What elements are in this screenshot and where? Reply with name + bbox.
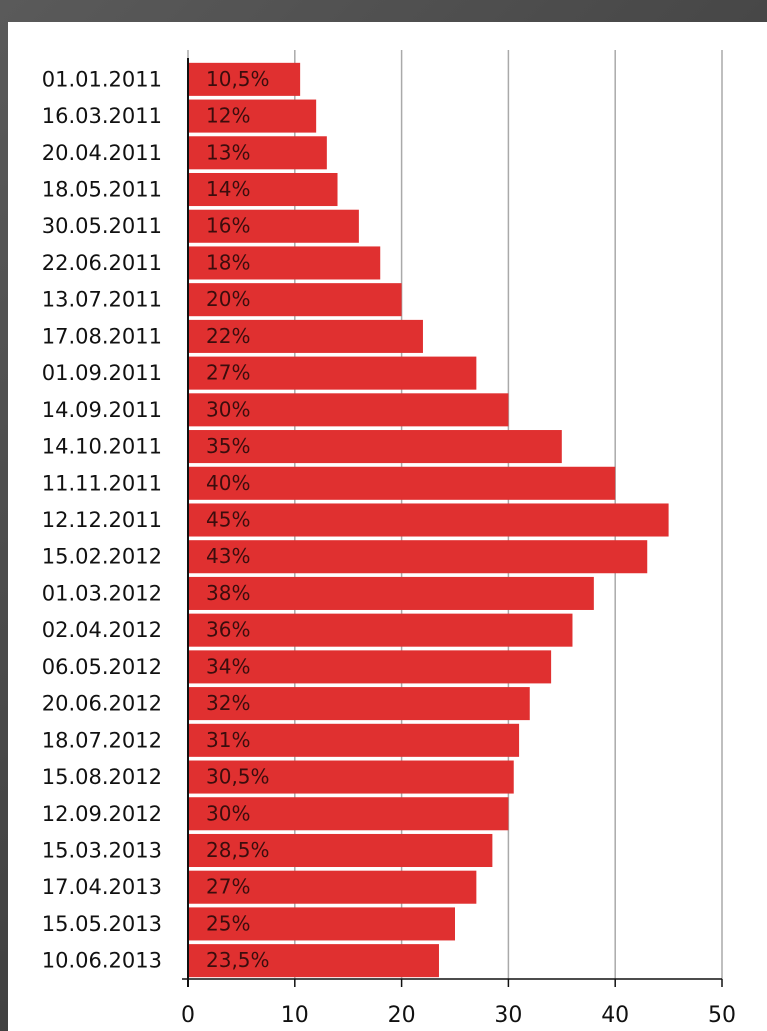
bar xyxy=(188,62,301,96)
y-tick-label: 06.05.2012 xyxy=(42,655,162,679)
x-tick-label: 20 xyxy=(388,1003,416,1028)
bar xyxy=(188,540,648,574)
y-tick-label: 16.03.2011 xyxy=(42,104,162,128)
value-label: 30% xyxy=(206,397,250,421)
value-label: 30,5% xyxy=(206,765,270,789)
value-label: 35% xyxy=(206,434,250,458)
value-label: 40% xyxy=(206,471,250,495)
value-label: 45% xyxy=(206,508,250,532)
y-tick-label: 15.03.2013 xyxy=(42,838,162,862)
value-label: 36% xyxy=(206,618,250,642)
value-label: 32% xyxy=(206,691,250,715)
value-label: 13% xyxy=(206,140,250,164)
bar xyxy=(188,797,509,831)
value-label: 28,5% xyxy=(206,838,270,862)
bar xyxy=(188,430,562,464)
x-tick-label: 50 xyxy=(708,1003,736,1028)
y-tick-label: 13.07.2011 xyxy=(42,288,162,312)
value-label: 27% xyxy=(206,361,250,385)
y-tick-label: 01.03.2012 xyxy=(42,581,162,605)
x-tick-label: 0 xyxy=(181,1003,195,1028)
bar xyxy=(188,944,439,978)
x-tick-label: 30 xyxy=(494,1003,522,1028)
y-tick-label: 15.02.2012 xyxy=(42,545,162,569)
value-label: 10,5% xyxy=(206,67,270,91)
bar xyxy=(188,687,530,721)
bar xyxy=(188,172,338,207)
value-label: 25% xyxy=(206,911,250,935)
bar xyxy=(188,503,669,537)
bar xyxy=(188,246,381,280)
y-tick-label: 02.04.2012 xyxy=(42,618,162,642)
y-tick-label: 14.09.2011 xyxy=(42,398,162,422)
y-tick-label: 15.08.2012 xyxy=(42,765,162,789)
bar xyxy=(188,576,594,610)
y-tick-label: 12.12.2011 xyxy=(42,508,162,532)
bar xyxy=(188,723,520,757)
y-tick-label: 17.08.2011 xyxy=(42,324,162,348)
y-tick-label: 11.11.2011 xyxy=(42,471,162,495)
bar xyxy=(188,650,552,684)
x-tick-label: 40 xyxy=(601,1003,629,1028)
bar xyxy=(188,833,493,868)
value-label: 27% xyxy=(206,875,250,899)
value-label: 38% xyxy=(206,581,250,605)
value-label: 18% xyxy=(206,250,250,274)
value-label: 16% xyxy=(206,214,250,238)
bar xyxy=(188,393,509,427)
bar xyxy=(188,136,327,170)
value-label: 34% xyxy=(206,654,250,678)
bar xyxy=(188,319,423,353)
y-tick-label: 20.04.2011 xyxy=(42,141,162,165)
bar xyxy=(188,907,455,941)
bar xyxy=(188,283,402,317)
y-tick-label: 01.09.2011 xyxy=(42,361,162,385)
value-label: 43% xyxy=(206,544,250,568)
y-tick-label: 30.05.2011 xyxy=(42,214,162,238)
y-tick-label: 01.01.2011 xyxy=(42,67,162,91)
y-tick-label: 17.04.2013 xyxy=(42,875,162,899)
bar xyxy=(188,209,359,243)
y-tick-label: 12.09.2012 xyxy=(42,802,162,826)
y-tick-label: 18.07.2012 xyxy=(42,728,162,752)
value-label: 20% xyxy=(206,287,250,311)
y-tick-label: 10.06.2013 xyxy=(42,949,162,973)
bar xyxy=(188,356,477,390)
value-label: 22% xyxy=(206,324,250,348)
y-tick-label: 18.05.2011 xyxy=(42,178,162,202)
bar xyxy=(188,613,573,647)
y-tick-label: 20.06.2012 xyxy=(42,692,162,716)
value-label: 14% xyxy=(206,177,250,201)
bar xyxy=(188,760,514,794)
value-label: 12% xyxy=(206,104,250,128)
bar xyxy=(188,870,477,904)
bar xyxy=(188,99,317,133)
value-label: 30% xyxy=(206,801,250,825)
y-tick-label: 15.05.2013 xyxy=(42,912,162,936)
y-tick-label: 14.10.2011 xyxy=(42,435,162,459)
y-tick-label: 22.06.2011 xyxy=(42,251,162,275)
value-label: 23,5% xyxy=(206,948,270,972)
bar xyxy=(188,466,616,500)
x-tick-label: 10 xyxy=(281,1003,309,1028)
value-label: 31% xyxy=(206,728,250,752)
